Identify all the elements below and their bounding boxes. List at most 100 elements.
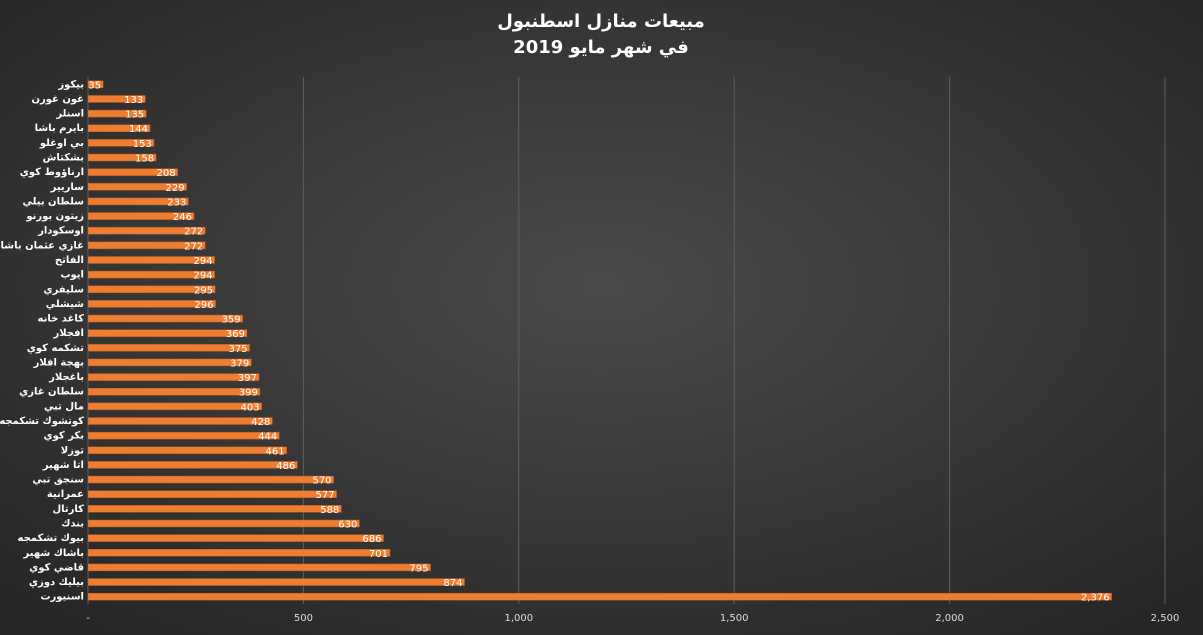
value-label: 375 <box>228 344 247 355</box>
bar <box>87 534 384 542</box>
y-tick-label: غون غورن <box>31 94 84 105</box>
bar <box>87 197 189 206</box>
y-tick-label: ساريير <box>50 182 85 193</box>
value-label: 135 <box>125 110 144 121</box>
value-label: 158 <box>135 154 154 165</box>
y-tick-label: ارناؤوط كوي <box>20 167 84 178</box>
value-label: 246 <box>173 212 192 223</box>
y-tick-label: بيوك تشكمجه <box>18 533 84 544</box>
y-tick-label: كوتشوك تشكمجه <box>0 416 84 427</box>
value-label: 397 <box>238 373 257 384</box>
chart-subtitle: في شهر مايو 2019 <box>513 37 689 58</box>
bar <box>87 490 337 498</box>
y-tick-label: ايوب <box>60 270 84 281</box>
bar <box>87 153 157 162</box>
bar <box>87 387 261 396</box>
bar <box>87 519 360 528</box>
bar <box>87 505 342 513</box>
y-tick-label: بيكوز <box>57 79 84 90</box>
value-label: 296 <box>194 300 213 311</box>
y-tick-label: سلطان بيلي <box>23 196 85 207</box>
bar <box>87 592 1112 601</box>
value-label: 630 <box>338 519 357 530</box>
bar <box>87 300 216 308</box>
value-label: 686 <box>362 534 381 545</box>
value-label: 233 <box>167 197 186 208</box>
value-label: 588 <box>320 505 339 516</box>
y-tick-label: بايرم باشا <box>35 123 84 134</box>
bar <box>87 95 146 103</box>
y-tick-label: عمرانية <box>47 489 84 500</box>
x-tick-label: 1,500 <box>720 613 749 624</box>
value-label: 701 <box>369 549 388 560</box>
y-tick-label: الفاتح <box>55 255 84 266</box>
value-label: 369 <box>226 329 245 340</box>
y-tick-label: باشاك شهير <box>23 548 84 559</box>
y-tick-label: تشكمه كوي <box>27 343 84 354</box>
value-label: 153 <box>133 139 152 150</box>
bar <box>87 417 273 425</box>
value-label: 208 <box>157 168 176 179</box>
bar <box>87 314 243 323</box>
value-label: 294 <box>194 256 213 267</box>
y-tick-label: زيتون بورنو <box>25 211 84 222</box>
bar <box>87 578 465 586</box>
value-label: 35 <box>88 80 101 91</box>
bar <box>87 270 215 279</box>
bar <box>87 358 252 367</box>
bar <box>87 256 215 264</box>
chart-title: مبيعات منازل اسطنبول <box>497 11 705 32</box>
y-tick-label: شيشلي <box>46 299 84 310</box>
value-label: 379 <box>230 358 249 369</box>
y-tick-label: سنجق تبي <box>32 475 84 486</box>
y-tick-label: قاضي كوي <box>29 562 84 573</box>
bar <box>87 124 151 132</box>
bar <box>87 285 216 294</box>
value-label: 570 <box>312 476 331 487</box>
y-tick-label: بشكتاش <box>43 153 84 164</box>
value-label: 2,376 <box>1081 593 1110 604</box>
value-label: 294 <box>194 271 213 282</box>
x-tick-label: - <box>86 613 90 624</box>
x-tick-label: 1,000 <box>504 613 533 624</box>
bar <box>87 183 187 191</box>
x-tick-label: 2,500 <box>1151 613 1180 624</box>
value-label: 399 <box>239 388 258 399</box>
y-tick-label: مال تبي <box>44 401 84 412</box>
bar <box>87 226 206 235</box>
value-label: 295 <box>194 285 213 296</box>
bar <box>87 80 104 89</box>
x-tick-label: 2,000 <box>935 613 964 624</box>
value-label: 795 <box>409 563 428 574</box>
y-tick-label: باغجلار <box>48 372 84 383</box>
bar <box>87 402 262 411</box>
bar <box>87 563 431 572</box>
y-tick-label: بي اوغلو <box>39 138 84 149</box>
bar <box>87 109 147 118</box>
y-tick-label: اسنلر <box>55 109 84 120</box>
y-tick-label: بكر كوي <box>43 431 84 442</box>
bar <box>87 241 206 250</box>
value-label: 359 <box>222 315 241 326</box>
value-label: 444 <box>258 432 277 443</box>
value-label: 461 <box>266 446 285 457</box>
y-tick-label: سلطان غازي <box>19 387 84 398</box>
y-tick-label: بندك <box>61 518 84 529</box>
bar <box>87 431 280 440</box>
value-label: 144 <box>129 124 148 135</box>
y-tick-label: كارتال <box>52 504 84 515</box>
value-label: 874 <box>443 578 462 589</box>
value-label: 133 <box>124 95 143 106</box>
y-tick-label: اسنيورت <box>40 592 84 603</box>
y-tick-label: اوسكودار <box>37 226 84 237</box>
bar <box>87 475 334 484</box>
y-tick-label: بهجة افلار <box>33 357 84 368</box>
bar <box>87 212 195 220</box>
y-tick-label: بيليك دوزي <box>29 577 84 588</box>
bar <box>87 168 178 176</box>
value-label: 428 <box>251 417 270 428</box>
bar <box>87 461 298 469</box>
y-tick-label: كاغد خانه <box>38 314 85 325</box>
bar <box>87 329 248 337</box>
